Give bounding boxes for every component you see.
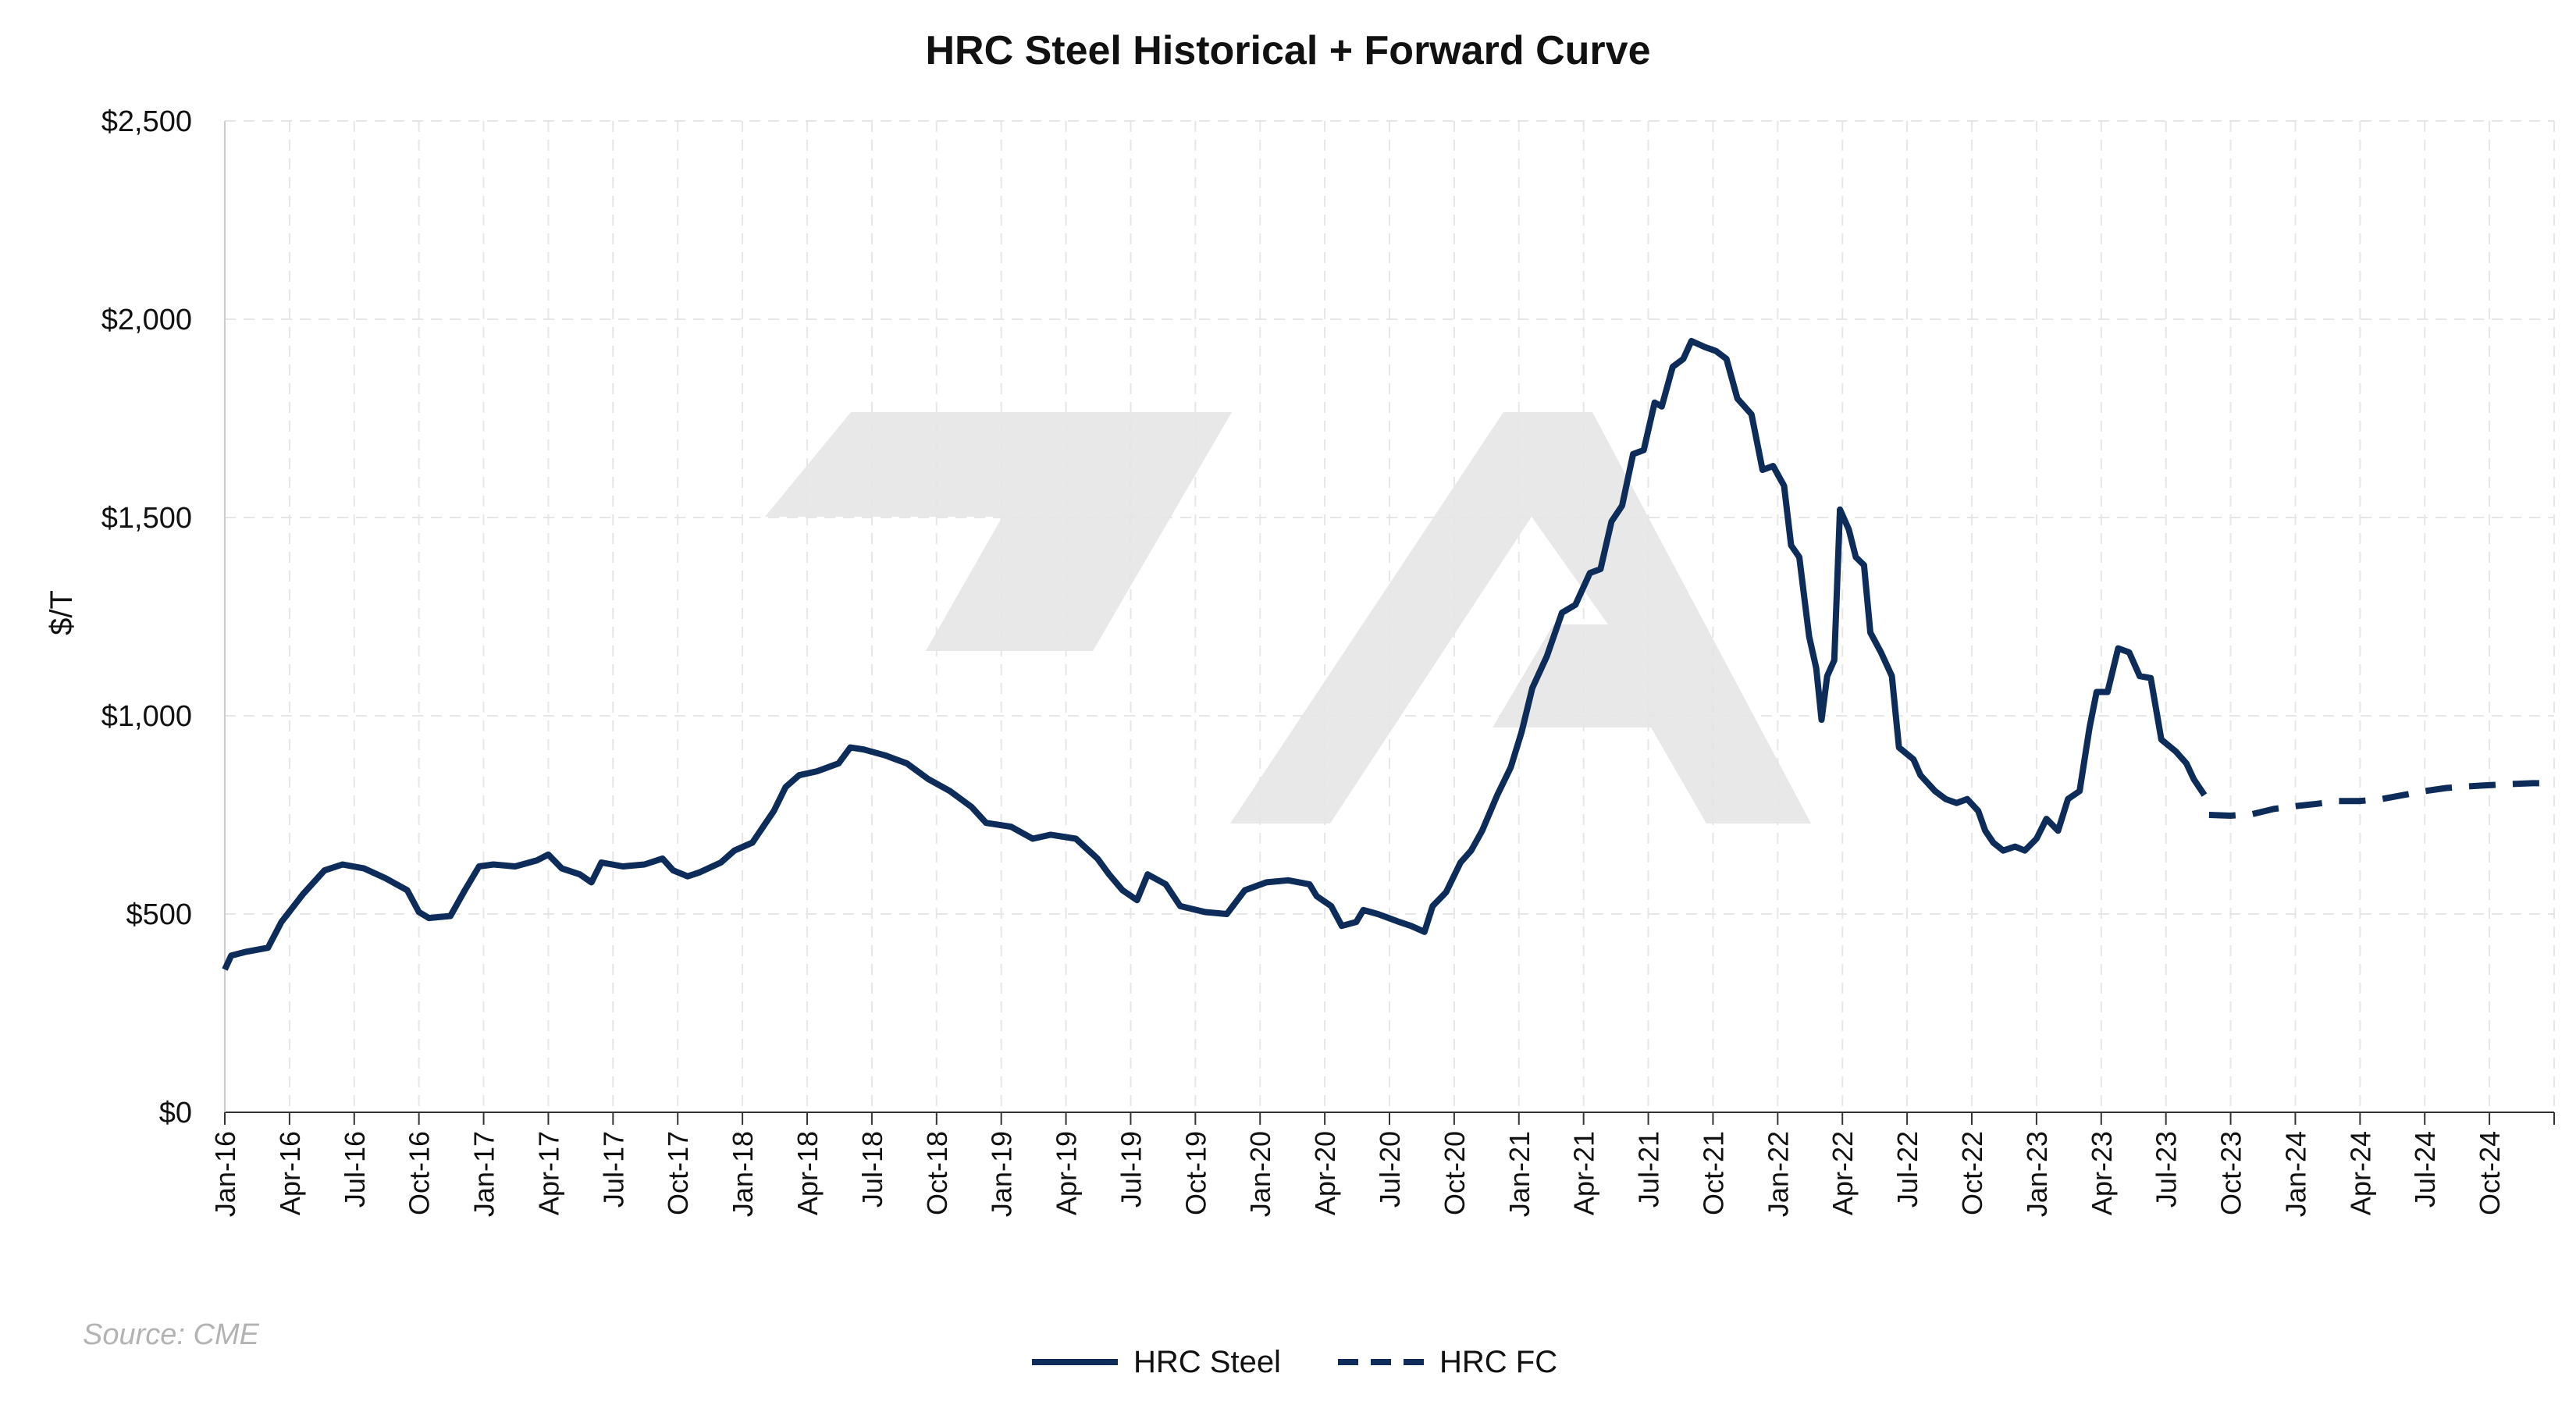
y-tick-label: $500 xyxy=(126,898,192,931)
x-tick-label: Apr-22 xyxy=(1827,1131,1859,1215)
grid-layer xyxy=(224,120,2555,1112)
x-tick-label: Apr-16 xyxy=(274,1131,306,1215)
x-tick-label: Apr-19 xyxy=(1051,1131,1083,1215)
x-tick-label: Jan-22 xyxy=(1762,1131,1794,1217)
x-tick-label: Apr-17 xyxy=(532,1131,564,1215)
legend: HRC Steel HRC FC xyxy=(1032,1345,1557,1379)
x-tick-label: Jul-21 xyxy=(1633,1131,1665,1208)
x-tick-label: Jul-19 xyxy=(1115,1131,1147,1208)
legend-label-hrc-steel: HRC Steel xyxy=(1133,1345,1281,1379)
x-tick-label: Jul-16 xyxy=(339,1131,371,1208)
x-tick-label: Jan-17 xyxy=(468,1131,500,1217)
x-tick-label: Oct-16 xyxy=(404,1131,436,1215)
x-tick-label: Jan-16 xyxy=(209,1131,241,1217)
x-tick-label: Jul-18 xyxy=(856,1131,888,1208)
x-tick-label: Jan-19 xyxy=(986,1131,1018,1217)
x-tick-label: Oct-17 xyxy=(662,1131,694,1215)
x-tick-label: Apr-23 xyxy=(2086,1131,2118,1215)
x-tick-label: Oct-21 xyxy=(1697,1131,1729,1215)
series-line-hrc-steel xyxy=(222,337,2208,971)
y-tick-label: $0 xyxy=(159,1097,192,1129)
y-axis-label: $/T xyxy=(44,590,79,635)
y-tick-label: $1,500 xyxy=(101,502,192,535)
x-tick-label: Oct-23 xyxy=(2215,1131,2247,1215)
y-tick-label: $1,000 xyxy=(101,700,192,733)
x-tick-label: Jul-17 xyxy=(597,1131,629,1208)
legend-label-hrc-fc: HRC FC xyxy=(1439,1345,1557,1379)
watermark-logo xyxy=(765,412,1811,823)
y-tick-label: $2,500 xyxy=(101,105,192,138)
x-tick-label: Jul-23 xyxy=(2151,1131,2183,1208)
x-tick-label: Jan-21 xyxy=(1503,1131,1535,1217)
chart-title: HRC Steel Historical + Forward Curve xyxy=(925,28,1650,73)
y-tick-label: $2,000 xyxy=(101,304,192,336)
series-layer xyxy=(222,337,2554,971)
x-tick-label: Apr-20 xyxy=(1309,1131,1341,1215)
x-tick-label: Oct-19 xyxy=(1179,1131,1212,1215)
x-tick-label: Oct-20 xyxy=(1439,1131,1471,1215)
x-tick-label: Apr-21 xyxy=(1568,1131,1600,1215)
x-tick-label: Jul-24 xyxy=(2409,1131,2441,1208)
x-tick-label: Oct-22 xyxy=(1956,1131,1988,1215)
x-tick-label: Apr-24 xyxy=(2344,1131,2376,1215)
x-tick-label: Jul-22 xyxy=(1891,1131,1923,1208)
x-tick-label: Jan-24 xyxy=(2279,1131,2311,1217)
x-tick-label: Jan-23 xyxy=(2021,1131,2053,1217)
x-tick-label: Oct-24 xyxy=(2474,1131,2506,1215)
series-line-hrc-fc xyxy=(2208,780,2554,819)
x-tick-label: Jul-20 xyxy=(1374,1131,1406,1208)
x-tick-label: Apr-18 xyxy=(792,1131,824,1215)
x-tick-label: Jan-20 xyxy=(1244,1131,1276,1217)
axis-layer: $0 $500 $1,000 $1,500 $2,000 $2,500 Jan-16 Apr-… xyxy=(101,105,2555,1217)
x-tick-label: Jan-18 xyxy=(727,1131,759,1217)
source-note: Source: CME xyxy=(83,1318,260,1351)
x-tick-label: Oct-18 xyxy=(921,1131,953,1215)
